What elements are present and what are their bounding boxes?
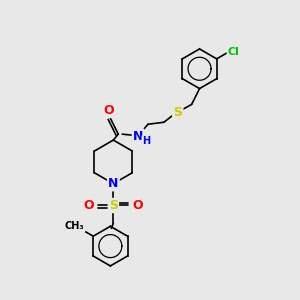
Text: Cl: Cl — [228, 47, 240, 57]
Text: CH₃: CH₃ — [65, 221, 84, 231]
Text: N: N — [133, 130, 143, 142]
Text: S: S — [109, 199, 118, 212]
Text: O: O — [133, 199, 143, 212]
Text: O: O — [103, 104, 114, 117]
Text: S: S — [173, 106, 182, 119]
Text: H: H — [142, 136, 150, 146]
Text: N: N — [108, 177, 118, 190]
Text: O: O — [83, 199, 94, 212]
